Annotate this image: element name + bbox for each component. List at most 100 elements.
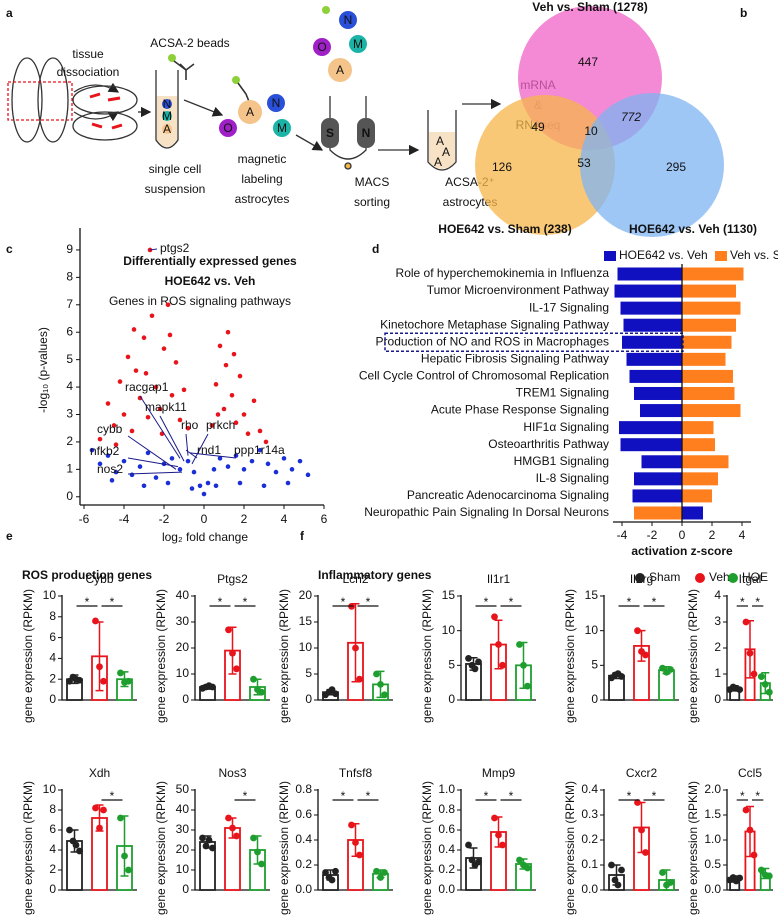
data-point [96, 824, 103, 832]
annotation-leader [127, 435, 177, 470]
point [205, 480, 211, 486]
y-tick-label: 0 [182, 692, 189, 706]
annotation-leader [189, 452, 237, 459]
point [133, 368, 139, 373]
point [97, 461, 103, 467]
tube-cell [162, 99, 172, 109]
bar [620, 301, 682, 315]
y-tick-label: 10 [585, 623, 599, 637]
y-tick-label: 0.8 [295, 782, 312, 796]
y-axis-label: -log₁₀ (p-values) [36, 327, 50, 413]
y-tick-label: 0.3 [581, 807, 598, 821]
point [215, 412, 221, 417]
y-tick-label: 3 [714, 614, 721, 628]
venn-set [475, 95, 615, 235]
y-tick-label: 2 [49, 862, 56, 876]
arrow [73, 82, 120, 93]
y-axis-label: gene expression (RPKM) [277, 781, 291, 915]
x-axis-label: log₂ fold change [162, 530, 248, 544]
legend-label: Sham [649, 570, 680, 584]
point [251, 398, 257, 404]
data-point [638, 826, 645, 834]
data-point [258, 688, 265, 696]
point [137, 464, 143, 469]
bead-label: N [272, 96, 281, 110]
venn-set-label: Veh vs. Sham (1278) [532, 0, 647, 14]
point [111, 423, 117, 428]
significance-label: * [652, 789, 657, 803]
point [141, 483, 147, 489]
annotation-leader [159, 415, 185, 462]
y-tick-label: 10 [176, 862, 190, 876]
significance-label: * [366, 595, 371, 609]
point [233, 453, 239, 458]
point [165, 480, 171, 486]
y-tick-label: 6 [49, 630, 56, 644]
data-point [125, 866, 132, 874]
data-point [233, 665, 240, 673]
y-tick-label: 0.4 [438, 842, 455, 856]
x-tick-label: 2 [241, 512, 248, 526]
point [189, 486, 195, 491]
y-tick-label: 0.0 [581, 882, 598, 896]
data-point [199, 834, 206, 842]
bar [641, 455, 682, 469]
chart-caption: Genes in ROS signaling pathways [109, 294, 291, 308]
point [129, 428, 135, 434]
bead-circle [273, 119, 291, 137]
y-tick-label: 6 [66, 324, 73, 338]
y-tick-label: 0 [66, 489, 73, 503]
bar [626, 352, 682, 366]
schematic-text: tissue [72, 47, 104, 61]
data-point [250, 675, 257, 683]
bar [682, 438, 715, 452]
point [225, 329, 231, 335]
y-axis-label: gene expression (RPKM) [21, 781, 35, 915]
schematic-text: labeling [241, 172, 282, 186]
y-tick-label: 0 [49, 882, 56, 896]
y-tick-label: 0 [448, 692, 455, 706]
point [289, 467, 295, 472]
y-tick-label: 4 [66, 379, 73, 393]
bar [682, 267, 744, 281]
venn-count: 10 [584, 124, 598, 138]
data-point [475, 858, 482, 866]
y-tick-label: 0 [182, 882, 189, 896]
y-tick-label: 2 [714, 640, 721, 654]
annotation: rho [181, 418, 199, 432]
bead-label: M [353, 37, 363, 51]
data-point [229, 824, 236, 832]
bar [614, 284, 682, 298]
x-tick-label: 2 [709, 528, 716, 542]
y-tick-label: 0.4 [295, 832, 312, 846]
data-point [746, 649, 754, 657]
annotation-leader [127, 457, 179, 468]
point [217, 456, 223, 461]
point [169, 456, 175, 461]
y-tick-label: 10 [43, 782, 57, 796]
x-axis-label: activation z-score [631, 544, 733, 558]
chart-title: Il1r1 [487, 572, 511, 586]
point [121, 412, 127, 417]
y-tick-label: 6 [49, 822, 56, 836]
point [305, 472, 311, 478]
significance-label: * [85, 595, 90, 609]
annotation-leader [185, 449, 198, 459]
point [113, 469, 119, 475]
annotation: prkch [206, 418, 235, 432]
y-tick-label: 0.6 [295, 807, 312, 821]
y-tick-label: 15 [585, 588, 599, 602]
y-axis-label: gene expression (RPKM) [686, 589, 700, 723]
point [141, 335, 147, 341]
y-tick-label: 0.0 [295, 882, 312, 896]
point [209, 423, 215, 428]
point [117, 379, 123, 384]
chart-title: Ccl5 [738, 766, 762, 780]
data-point [491, 613, 498, 621]
y-tick-label: 0.1 [581, 857, 598, 871]
annotation: rnd1 [197, 443, 221, 457]
y-tick-label: 0 [49, 692, 56, 706]
data-point [352, 644, 359, 652]
category-label: Tumor Microenvironment Pathway [427, 283, 609, 297]
bar [682, 506, 703, 520]
